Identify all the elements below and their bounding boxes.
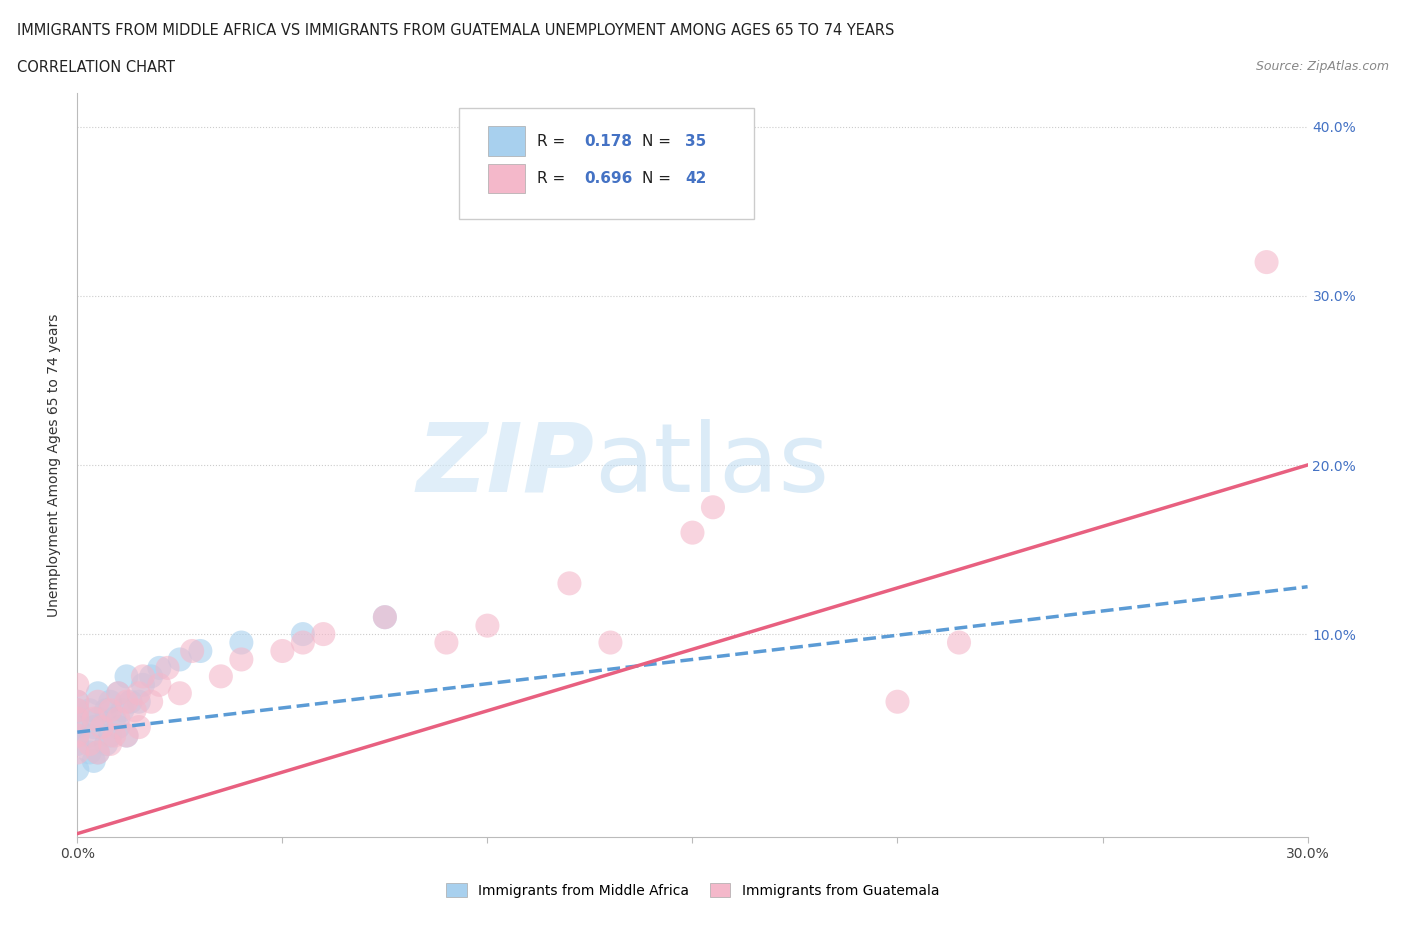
Point [107, 720, 129, 735]
Point [124, 703, 146, 718]
Point [374, 610, 396, 625]
Point [948, 635, 970, 650]
Point [66, 737, 89, 751]
Point [66, 677, 89, 692]
Point [115, 695, 138, 710]
Point [231, 635, 253, 650]
Point [128, 720, 150, 735]
Point [79, 745, 101, 760]
Legend: Immigrants from Middle Africa, Immigrants from Guatemala: Immigrants from Middle Africa, Immigrant… [439, 876, 946, 905]
Text: atlas: atlas [595, 418, 830, 512]
Text: R =: R = [537, 134, 571, 149]
FancyBboxPatch shape [458, 108, 754, 219]
Point [886, 695, 908, 710]
Point [271, 644, 294, 658]
Text: ZIP: ZIP [416, 418, 595, 512]
Point [66, 762, 89, 777]
FancyBboxPatch shape [488, 164, 526, 193]
Point [209, 669, 232, 684]
Point [103, 711, 125, 726]
Point [115, 728, 138, 743]
Point [66, 703, 89, 718]
Point [66, 720, 89, 735]
Text: 0.178: 0.178 [585, 134, 633, 149]
Text: N =: N = [643, 171, 676, 186]
Point [98, 703, 121, 718]
Point [66, 711, 89, 726]
Point [169, 652, 191, 667]
Point [599, 635, 621, 650]
Y-axis label: Unemployment Among Ages 65 to 74 years: Unemployment Among Ages 65 to 74 years [48, 313, 62, 617]
Point [128, 685, 150, 700]
Point [90, 720, 114, 735]
Point [141, 695, 163, 710]
Point [87, 711, 110, 726]
Point [66, 695, 89, 710]
Point [79, 728, 101, 743]
Point [1256, 255, 1278, 270]
Point [83, 711, 105, 726]
Text: IMMIGRANTS FROM MIDDLE AFRICA VS IMMIGRANTS FROM GUATEMALA UNEMPLOYMENT AMONG AG: IMMIGRANTS FROM MIDDLE AFRICA VS IMMIGRA… [17, 23, 894, 38]
Point [79, 703, 101, 718]
Point [436, 635, 458, 650]
FancyBboxPatch shape [488, 126, 526, 156]
Point [169, 685, 191, 700]
Point [66, 711, 89, 726]
Point [682, 525, 704, 540]
Point [188, 644, 212, 658]
Point [477, 618, 499, 633]
Point [83, 753, 105, 768]
Point [291, 635, 314, 650]
Point [66, 728, 89, 743]
Point [148, 677, 170, 692]
Point [66, 745, 89, 760]
Point [66, 728, 89, 743]
Point [115, 728, 138, 743]
Point [103, 728, 125, 743]
Text: 35: 35 [685, 134, 706, 149]
Point [374, 610, 396, 625]
Point [128, 695, 150, 710]
Point [79, 737, 101, 751]
Point [111, 703, 134, 718]
Point [702, 499, 724, 514]
Point [107, 711, 129, 726]
Point [87, 685, 110, 700]
Text: CORRELATION CHART: CORRELATION CHART [17, 60, 174, 75]
Point [132, 669, 155, 684]
Point [94, 737, 117, 751]
Point [66, 703, 89, 718]
Point [87, 695, 110, 710]
Point [115, 669, 138, 684]
Point [66, 695, 89, 710]
Point [107, 685, 129, 700]
Text: 0.696: 0.696 [585, 171, 633, 186]
Point [291, 627, 314, 642]
Text: Source: ZipAtlas.com: Source: ZipAtlas.com [1256, 60, 1389, 73]
Text: N =: N = [643, 134, 676, 149]
Point [98, 737, 121, 751]
Point [83, 720, 105, 735]
Text: R =: R = [537, 171, 571, 186]
Point [87, 745, 110, 760]
Point [141, 669, 163, 684]
Point [87, 745, 110, 760]
Point [98, 728, 121, 743]
Point [98, 695, 121, 710]
Point [148, 660, 170, 675]
Point [181, 644, 204, 658]
Text: 42: 42 [685, 171, 706, 186]
Point [231, 652, 253, 667]
Point [132, 677, 155, 692]
Point [94, 703, 117, 718]
Point [156, 660, 179, 675]
Point [312, 627, 335, 642]
Point [107, 685, 129, 700]
Point [120, 695, 142, 710]
Point [558, 576, 581, 591]
